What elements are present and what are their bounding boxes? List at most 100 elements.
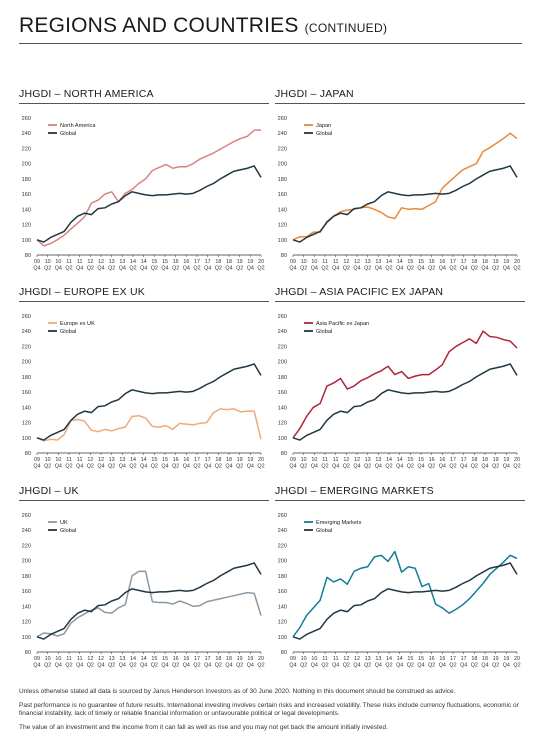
y-tick-label: 220	[278, 344, 287, 350]
x-tick-label-year: 18	[226, 457, 232, 463]
x-tick-label-quarter: Q4	[76, 663, 83, 669]
chart-uk: JHGDI – UK 80 100 120 140 160 180 200 220 240 260…	[19, 485, 269, 669]
x-tick-label-quarter: Q2	[385, 663, 392, 669]
line-chart-japan: 8010012014016018020022024026009Q410Q210Q…	[278, 116, 521, 272]
x-tick-label-quarter: Q2	[449, 266, 456, 272]
y-tick-label: 80	[281, 253, 287, 259]
x-tick-label-year: 09	[290, 259, 296, 265]
x-tick-label-year: 17	[461, 656, 467, 662]
x-tick-label-year: 13	[375, 259, 381, 265]
x-tick-label-year: 18	[482, 656, 488, 662]
y-tick-label: 220	[278, 146, 287, 152]
x-tick-label-quarter: Q4	[460, 266, 467, 272]
x-tick-label-year: 17	[450, 457, 456, 463]
x-tick-label-quarter: Q2	[300, 266, 307, 272]
x-tick-label-year: 09	[34, 656, 40, 662]
x-tick-label-quarter: Q4	[481, 663, 488, 669]
x-tick-label-quarter: Q2	[172, 464, 179, 470]
y-tick-label: 160	[278, 192, 287, 198]
x-tick-label-year: 09	[34, 457, 40, 463]
line-chart-uk: 8010012014016018020022024026009Q410Q210Q…	[22, 513, 265, 669]
x-tick-label-quarter: Q4	[140, 663, 147, 669]
y-tick-label: 140	[278, 207, 287, 213]
x-tick-label-quarter: Q4	[503, 464, 510, 470]
x-tick-label-quarter: Q2	[215, 266, 222, 272]
x-tick-label-year: 16	[173, 259, 179, 265]
y-tick-label: 160	[22, 192, 31, 198]
x-tick-label-quarter: Q2	[300, 464, 307, 470]
x-tick-label-year: 20	[514, 656, 520, 662]
x-tick-label-year: 15	[151, 656, 157, 662]
x-tick-label-quarter: Q4	[332, 464, 339, 470]
x-tick-label-quarter: Q4	[76, 464, 83, 470]
x-tick-label-year: 17	[450, 259, 456, 265]
legend-label: Europe ex UK	[60, 321, 95, 327]
x-tick-label-quarter: Q4	[396, 266, 403, 272]
x-tick-label-quarter: Q4	[247, 663, 254, 669]
y-tick-label: 120	[278, 223, 287, 229]
x-tick-label-quarter: Q4	[33, 266, 40, 272]
x-tick-label-quarter: Q2	[471, 266, 478, 272]
x-tick-label-quarter: Q4	[183, 266, 190, 272]
x-tick-label-quarter: Q2	[471, 663, 478, 669]
x-tick-label-quarter: Q2	[172, 663, 179, 669]
x-tick-label-quarter: Q4	[417, 266, 424, 272]
chart-title: JHGDI – EMERGING MARKETS	[275, 485, 525, 501]
x-tick-label-quarter: Q2	[193, 464, 200, 470]
x-tick-label-quarter: Q4	[417, 663, 424, 669]
x-tick-label-quarter: Q4	[119, 464, 126, 470]
x-tick-label-year: 14	[397, 656, 403, 662]
x-tick-label-year: 16	[439, 259, 445, 265]
x-tick-label-quarter: Q2	[257, 266, 264, 272]
x-tick-label-quarter: Q2	[193, 266, 200, 272]
x-tick-label-year: 12	[98, 656, 104, 662]
legend-label: Emerging Markets	[316, 520, 362, 526]
x-tick-label-quarter: Q4	[247, 464, 254, 470]
y-tick-label: 240	[278, 131, 287, 137]
chart-title: JHGDI – EUROPE EX UK	[19, 286, 269, 302]
x-tick-label-year: 11	[333, 656, 339, 662]
x-tick-label-year: 19	[493, 259, 499, 265]
x-tick-label-year: 12	[354, 259, 360, 265]
series-line-global	[292, 165, 518, 243]
y-tick-label: 180	[278, 375, 287, 381]
x-tick-label-quarter: Q4	[55, 464, 62, 470]
x-tick-label-quarter: Q4	[353, 464, 360, 470]
y-tick-label: 180	[22, 375, 31, 381]
x-tick-label-quarter: Q2	[108, 266, 115, 272]
x-tick-label-quarter: Q2	[449, 663, 456, 669]
y-tick-label: 120	[22, 620, 31, 626]
y-tick-label: 220	[22, 543, 31, 549]
footer-disclaimer: Unless otherwise stated all data is sour…	[19, 688, 522, 737]
x-tick-label-quarter: Q4	[439, 266, 446, 272]
x-tick-label-quarter: Q4	[225, 464, 232, 470]
x-tick-label-quarter: Q2	[257, 663, 264, 669]
x-tick-label-quarter: Q2	[364, 663, 371, 669]
x-tick-label-quarter: Q2	[44, 266, 51, 272]
x-tick-label-year: 12	[343, 457, 349, 463]
y-tick-label: 240	[22, 131, 31, 137]
y-tick-label: 100	[278, 436, 287, 442]
x-tick-label-quarter: Q2	[428, 266, 435, 272]
x-tick-label-quarter: Q4	[183, 663, 190, 669]
x-tick-label-year: 15	[162, 457, 168, 463]
y-tick-label: 240	[278, 528, 287, 534]
x-tick-label-quarter: Q2	[65, 663, 72, 669]
x-tick-label-quarter: Q2	[428, 663, 435, 669]
x-tick-label-year: 19	[493, 656, 499, 662]
x-tick-label-year: 11	[66, 656, 72, 662]
x-tick-label-quarter: Q4	[289, 266, 296, 272]
x-tick-label-quarter: Q2	[471, 464, 478, 470]
x-tick-label-quarter: Q2	[215, 464, 222, 470]
x-tick-label-year: 15	[418, 656, 424, 662]
x-tick-label-year: 13	[365, 457, 371, 463]
x-tick-label-quarter: Q4	[97, 464, 104, 470]
x-tick-label-quarter: Q4	[247, 266, 254, 272]
series-line-region	[36, 408, 262, 442]
y-tick-label: 140	[22, 405, 31, 411]
x-tick-label-year: 12	[354, 656, 360, 662]
x-tick-label-year: 18	[482, 259, 488, 265]
x-tick-label-quarter: Q2	[236, 266, 243, 272]
x-tick-label-year: 11	[322, 259, 328, 265]
x-tick-label-quarter: Q4	[503, 266, 510, 272]
